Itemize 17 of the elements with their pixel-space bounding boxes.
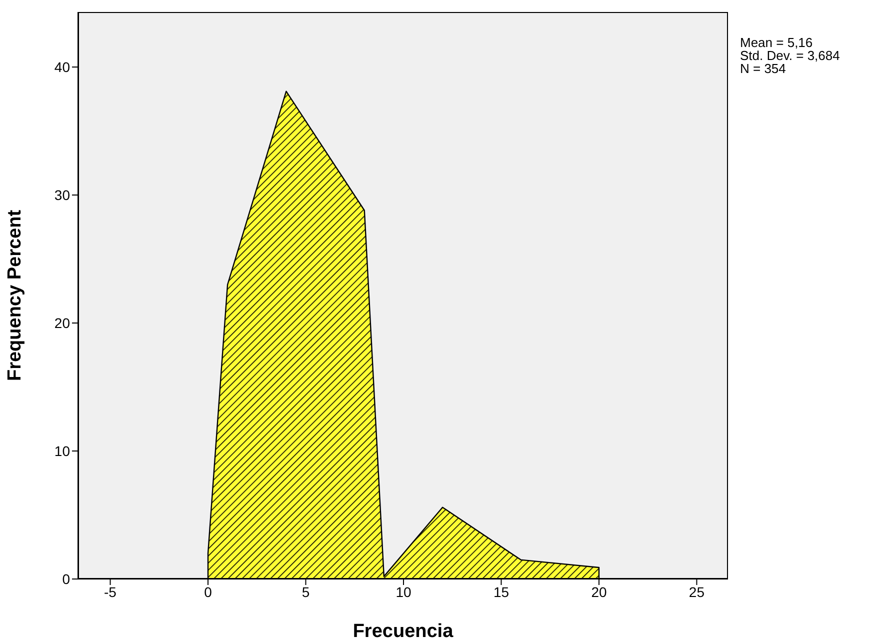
text: Std. Dev. = 3,684 [740, 48, 840, 63]
text: Mean = 5,16 [740, 35, 814, 50]
x-tick-label: 20 [591, 584, 607, 600]
x-tick-label: 15 [493, 584, 510, 600]
y-tick-label: 10 [54, 442, 70, 459]
y-tick-label: 0 [62, 570, 70, 587]
x-tick-label: -5 [104, 584, 117, 600]
text: N = 354 [740, 61, 787, 76]
y-tick-label: 20 [54, 314, 70, 331]
x-tick-label: 0 [204, 584, 212, 600]
y-axis-title: Frequency Percent [4, 209, 26, 382]
x-tick-label: 5 [302, 584, 310, 600]
y-tick-label: 40 [54, 59, 70, 76]
x-axis-title: Frecuencia [352, 621, 454, 639]
y-tick-label: 30 [54, 186, 70, 203]
x-tick-label: 25 [688, 584, 705, 600]
x-tick-label: 10 [396, 584, 412, 600]
